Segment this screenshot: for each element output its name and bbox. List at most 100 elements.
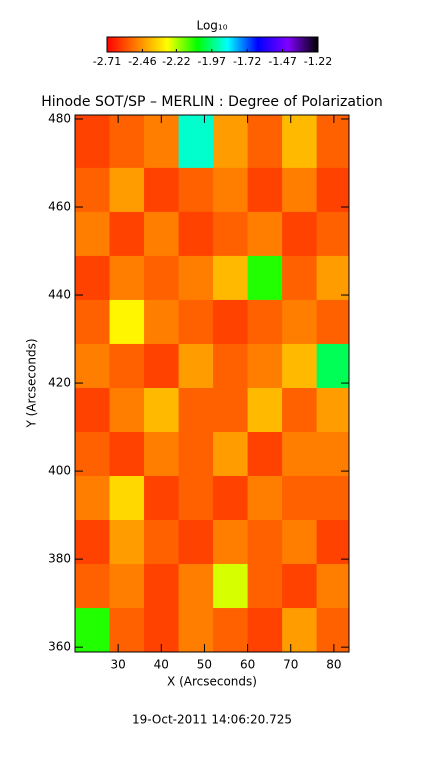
heatmap-cell [75, 607, 111, 653]
heatmap-cell [109, 211, 145, 256]
heatmap-cell [316, 211, 350, 256]
heatmap-cell [247, 431, 283, 476]
heatmap-cell [109, 115, 145, 168]
heatmap-cell [178, 475, 214, 521]
heatmap-cell [282, 211, 318, 256]
heatmap-cell [282, 431, 318, 476]
heatmap-cell [213, 167, 249, 212]
heatmap-cell [178, 167, 214, 212]
heatmap-cell [109, 255, 145, 300]
chart-title: Hinode SOT/SP – MERLIN : Degree of Polar… [41, 94, 383, 110]
heatmap-cell [316, 475, 350, 521]
heatmap-cell [316, 519, 350, 565]
heatmap-cell [247, 299, 283, 344]
heatmap-cell [316, 299, 350, 344]
heatmap-cell [109, 299, 145, 344]
footer-date: 19-Oct-2011 14:06:20.725 [132, 713, 292, 727]
heatmap-cell [247, 211, 283, 256]
y-tick-label: 440 [48, 288, 71, 302]
heatmap-cell [178, 299, 214, 344]
heatmap-cell [178, 343, 214, 388]
colorbar-tick-label: -1.22 [304, 55, 332, 68]
colorbar-label: Log₁₀ [196, 19, 227, 33]
y-tick-label: 480 [48, 111, 71, 125]
heatmap-cell [282, 563, 318, 609]
heatmap-cell [213, 255, 249, 300]
heatmap-cell [282, 475, 318, 521]
heatmap-cell [247, 563, 283, 609]
heatmap-cell [247, 607, 283, 653]
x-tick-label: 30 [111, 658, 126, 672]
heatmap-cell [247, 519, 283, 565]
heatmap-cell [213, 115, 249, 168]
y-tick-label: 400 [48, 464, 71, 478]
heatmap-cell [109, 431, 145, 476]
heatmap-cell [247, 387, 283, 432]
heatmap-cell [109, 387, 145, 432]
heatmap-cell [247, 343, 283, 388]
x-tick-label: 60 [240, 658, 255, 672]
heatmap-cell [75, 431, 111, 476]
heatmap-cell [282, 387, 318, 432]
heatmap-cell [282, 519, 318, 565]
heatmap-cell [144, 387, 180, 432]
heatmap-cell [316, 563, 350, 609]
heatmap-cell [213, 563, 249, 609]
y-tick-label: 460 [48, 199, 71, 213]
heatmap-cell [282, 607, 318, 653]
heatmap-cell [247, 255, 283, 300]
heatmap-cell [144, 211, 180, 256]
heatmap-cell [75, 343, 111, 388]
heatmap-cell [213, 607, 249, 653]
heatmap-cell [178, 255, 214, 300]
heatmap-cell [144, 519, 180, 565]
colorbar-tick-label: -2.22 [162, 55, 190, 68]
x-tick-label: 50 [197, 658, 212, 672]
heatmap-cell [144, 563, 180, 609]
y-tick-label: 360 [48, 640, 71, 654]
heatmap-cell [282, 167, 318, 212]
heatmap-cell [247, 475, 283, 521]
heatmap-cell [144, 431, 180, 476]
colorbar-tick-label: -1.47 [268, 55, 296, 68]
heatmap-cell [213, 211, 249, 256]
heatmap-cell [144, 115, 180, 168]
heatmap-cell [109, 563, 145, 609]
x-axis-label: X (Arcseconds) [167, 675, 257, 689]
colorbar [106, 36, 319, 53]
heatmap-cell [213, 299, 249, 344]
colorbar-tick-label: -2.46 [128, 55, 156, 68]
heatmap-cell [213, 343, 249, 388]
y-tick-label: 380 [48, 552, 71, 566]
heatmap-cell [109, 519, 145, 565]
heatmap-cell [247, 115, 283, 168]
heatmap-cell [316, 431, 350, 476]
heatmap-cell [75, 563, 111, 609]
colorbar-tick-label: -1.72 [233, 55, 261, 68]
x-tick-label: 40 [154, 658, 169, 672]
heatmap-cell [316, 607, 350, 653]
y-tick-label: 420 [48, 376, 71, 390]
heatmap-cell [316, 255, 350, 300]
heatmap-cell [247, 167, 283, 212]
heatmap-cell [75, 167, 111, 212]
heatmap-cell [144, 299, 180, 344]
heatmap-cell [316, 167, 350, 212]
heatmap-cell [213, 387, 249, 432]
heatmap-cell [75, 211, 111, 256]
heatmap-cell [282, 299, 318, 344]
heatmap-cell [178, 519, 214, 565]
y-axis-label: Y (Arcseconds) [25, 338, 39, 428]
colorbar-tick-label: -1.97 [198, 55, 226, 68]
heatmap-cell [75, 115, 111, 168]
heatmap-cell [109, 475, 145, 521]
heatmap-cell [178, 607, 214, 653]
heatmap-cell [213, 475, 249, 521]
x-tick-label: 70 [283, 658, 298, 672]
heatmap-cell [282, 343, 318, 388]
heatmap-cell [213, 519, 249, 565]
heatmap-cell [178, 563, 214, 609]
heatmap-cell [178, 115, 214, 168]
heatmap-cell [75, 475, 111, 521]
